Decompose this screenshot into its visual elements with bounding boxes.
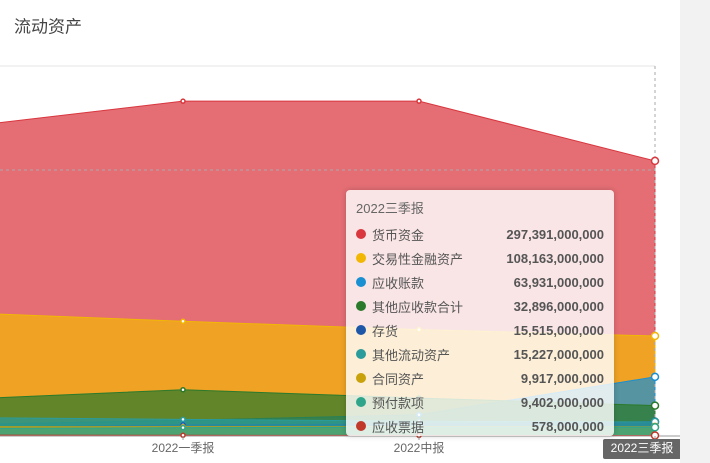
series-name: 货币资金: [372, 227, 425, 243]
point: [180, 416, 186, 423]
tooltip-title: 2022三季报: [356, 201, 424, 216]
legend-dot: [356, 229, 366, 239]
x-tick-label: 2022三季报: [611, 440, 674, 455]
value-label: 15,515,000,000: [513, 322, 604, 338]
tooltip-row: 其他流动资产 15,227,000,000: [356, 342, 604, 366]
value-label: 297,391,000,000: [506, 226, 604, 242]
point: [180, 98, 186, 104]
tooltip-row: 其他应收款合计 32,896,000,000: [356, 294, 604, 318]
legend-dot: [356, 301, 366, 311]
series-name: 交易性金融资产: [372, 251, 464, 267]
tooltip-row: 存货 15,515,000,000: [356, 318, 604, 342]
legend-dot: [356, 325, 366, 335]
tooltip-row: 预付款项 9,402,000,000: [356, 390, 604, 414]
point: [650, 156, 660, 166]
point: [650, 372, 660, 382]
value-label: 108,163,000,000: [506, 250, 604, 266]
series-name: 其他应收款合计: [372, 299, 464, 315]
x-pointer-label-bg: [603, 439, 680, 459]
series-name: 应收票据: [372, 419, 425, 435]
value-label: 9,402,000,000: [520, 394, 604, 410]
series-name: 应收账款: [372, 275, 425, 291]
tooltip-row: 合同资产 9,917,000,000: [356, 366, 604, 390]
legend-dot: [356, 253, 366, 263]
series-name: 合同资产: [372, 371, 425, 387]
series-name: 其他流动资产: [372, 347, 451, 363]
value-label: 9,917,000,000: [520, 370, 604, 386]
tooltip-row: 货币资金 297,391,000,000: [356, 222, 604, 246]
series-name: 存货: [372, 323, 399, 339]
tooltip-row: 应收票据 578,000,000: [356, 414, 604, 438]
x-tick-label: 2022中报: [394, 440, 445, 455]
legend-dot: [356, 373, 366, 383]
side-strip: [680, 0, 710, 463]
value-label: 15,227,000,000: [513, 346, 604, 362]
series-name: 预付款项: [372, 395, 425, 411]
chart-title: 流动资产: [14, 17, 82, 36]
value-label: 578,000,000: [531, 418, 604, 434]
tooltip-row: 交易性金融资产 108,163,000,000: [356, 246, 604, 270]
point: [650, 331, 660, 341]
legend-dot: [356, 421, 366, 431]
legend-dot: [356, 277, 366, 287]
x-tick-label: 2022一季报: [152, 440, 215, 455]
value-label: 32,896,000,000: [513, 298, 604, 314]
point: [180, 424, 186, 431]
point: [180, 318, 186, 325]
tooltip: 2022三季报货币资金 297,391,000,000 交易性金融资产 108,163…: [346, 190, 614, 436]
tooltip-row: 应收账款 63,931,000,000: [356, 270, 604, 294]
point: [416, 98, 422, 104]
point: [650, 423, 660, 432]
point: [180, 387, 186, 393]
legend-dot: [356, 397, 366, 407]
legend-dot: [356, 349, 366, 359]
point: [650, 401, 660, 410]
value-label: 63,931,000,000: [513, 274, 604, 290]
